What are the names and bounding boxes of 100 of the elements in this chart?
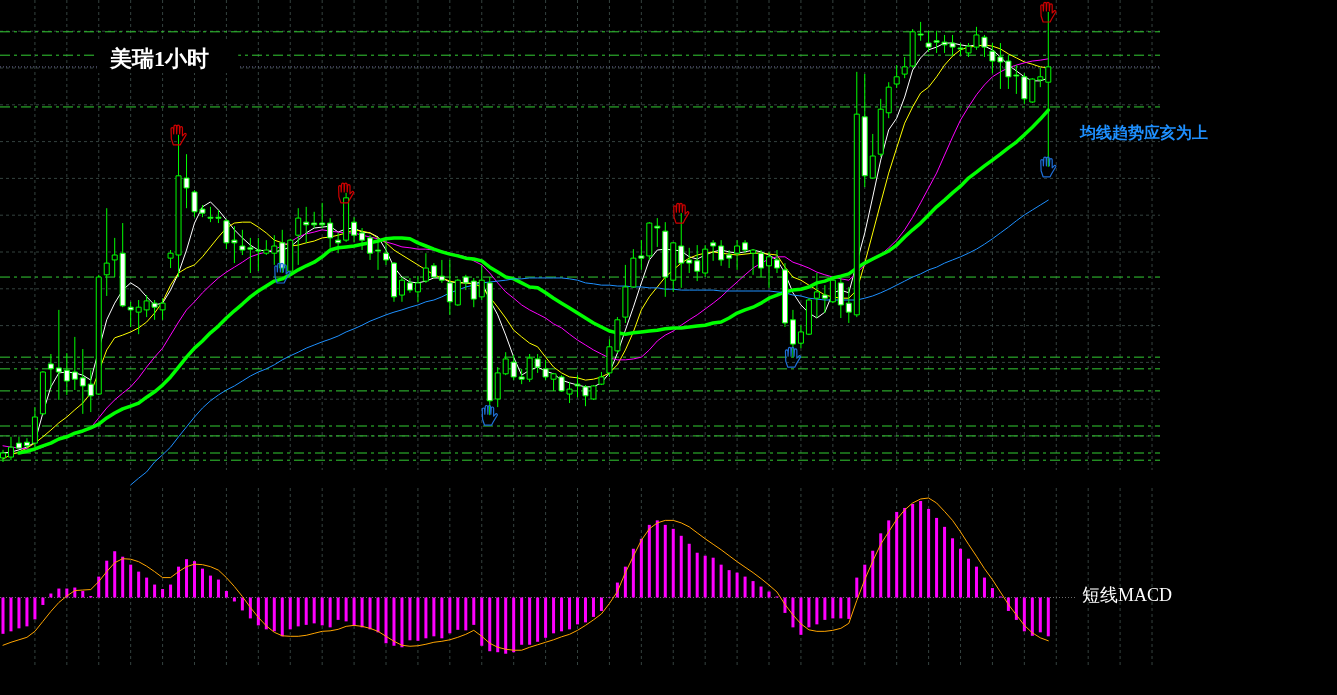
bar: [472, 597, 476, 625]
bar: [552, 597, 556, 634]
bar: [974, 566, 978, 598]
candlestick: [263, 239, 270, 256]
bar: [272, 597, 276, 632]
bar: [193, 561, 196, 598]
candlestick: [390, 261, 397, 303]
candlestick: [726, 249, 733, 269]
bar: [456, 597, 460, 630]
candlestick: [303, 206, 310, 244]
candlestick: [63, 352, 70, 396]
bar: [1022, 597, 1026, 632]
bar: [727, 570, 731, 598]
bar: [392, 597, 396, 646]
candlestick: [773, 249, 780, 274]
text: 美瑞1小时: [109, 46, 209, 71]
bar: [982, 577, 986, 598]
candlestick: [845, 286, 852, 324]
bar: [49, 593, 53, 598]
candlestick: [877, 98, 884, 158]
bar: [623, 566, 627, 598]
bar: [304, 597, 308, 625]
bar: [129, 564, 133, 598]
bar: [735, 572, 739, 598]
bar: [687, 543, 691, 598]
bar: [520, 597, 524, 645]
bar: [919, 500, 923, 598]
bar: [424, 597, 428, 639]
bar: [352, 597, 356, 626]
candlestick: [829, 277, 836, 304]
bar: [9, 597, 13, 632]
bar: [591, 597, 595, 617]
candlestick: [766, 251, 773, 289]
bar: [512, 597, 516, 653]
candlestick: [813, 272, 820, 319]
candlestick: [438, 259, 445, 284]
bar: [208, 575, 212, 598]
bar: [943, 526, 947, 598]
bar: [376, 597, 380, 633]
bar: [855, 577, 859, 598]
candlestick: [470, 277, 477, 308]
bar: [328, 597, 332, 628]
candlestick: [670, 241, 677, 293]
candlestick: [734, 239, 741, 271]
candlestick: [781, 262, 788, 328]
candlestick: [343, 192, 350, 243]
bar: [1014, 597, 1018, 620]
candlestick: [510, 354, 517, 381]
bar: [759, 586, 763, 598]
bar: [200, 568, 204, 598]
bar: [631, 548, 635, 598]
candlestick: [47, 353, 54, 389]
bar: [719, 564, 723, 598]
candlestick: [359, 227, 366, 251]
bar: [528, 597, 532, 645]
bar: [97, 576, 101, 598]
candlestick: [103, 207, 110, 297]
candlestick: [702, 244, 709, 278]
bar: [903, 507, 907, 598]
candlestick: [837, 276, 844, 319]
candlestick: [797, 324, 804, 349]
candlestick: [287, 238, 294, 273]
bar: [440, 597, 444, 639]
candlestick: [805, 297, 812, 336]
bar: [185, 559, 189, 598]
bar: [336, 597, 340, 620]
bar: [113, 551, 117, 598]
bar: [216, 579, 220, 598]
candlestick: [750, 248, 757, 276]
bar: [703, 555, 707, 598]
bar: [33, 597, 37, 620]
candlestick: [87, 369, 94, 413]
bar: [480, 597, 484, 646]
bar: [81, 591, 85, 598]
bar: [264, 597, 268, 630]
bar: [927, 508, 931, 598]
candlestick: [351, 216, 358, 243]
candlestick: [414, 275, 421, 303]
candlestick: [742, 239, 749, 254]
bar: [879, 533, 883, 598]
bar: [137, 571, 141, 598]
candlestick: [319, 202, 326, 229]
bar: [544, 597, 548, 638]
bar: [599, 597, 603, 611]
candlestick: [789, 309, 796, 358]
bar: [911, 503, 915, 598]
candlestick: [119, 222, 126, 308]
candlestick: [446, 259, 453, 316]
bar: [815, 597, 819, 625]
bar: [153, 584, 157, 598]
bar: [679, 535, 683, 598]
bar: [647, 524, 651, 598]
candlestick: [55, 309, 62, 401]
bar: [145, 577, 149, 598]
candlestick: [7, 436, 14, 461]
candlestick: [111, 237, 118, 278]
bar: [711, 557, 715, 598]
candlestick: [478, 264, 485, 301]
bar: [935, 517, 939, 598]
candlestick: [694, 244, 701, 282]
